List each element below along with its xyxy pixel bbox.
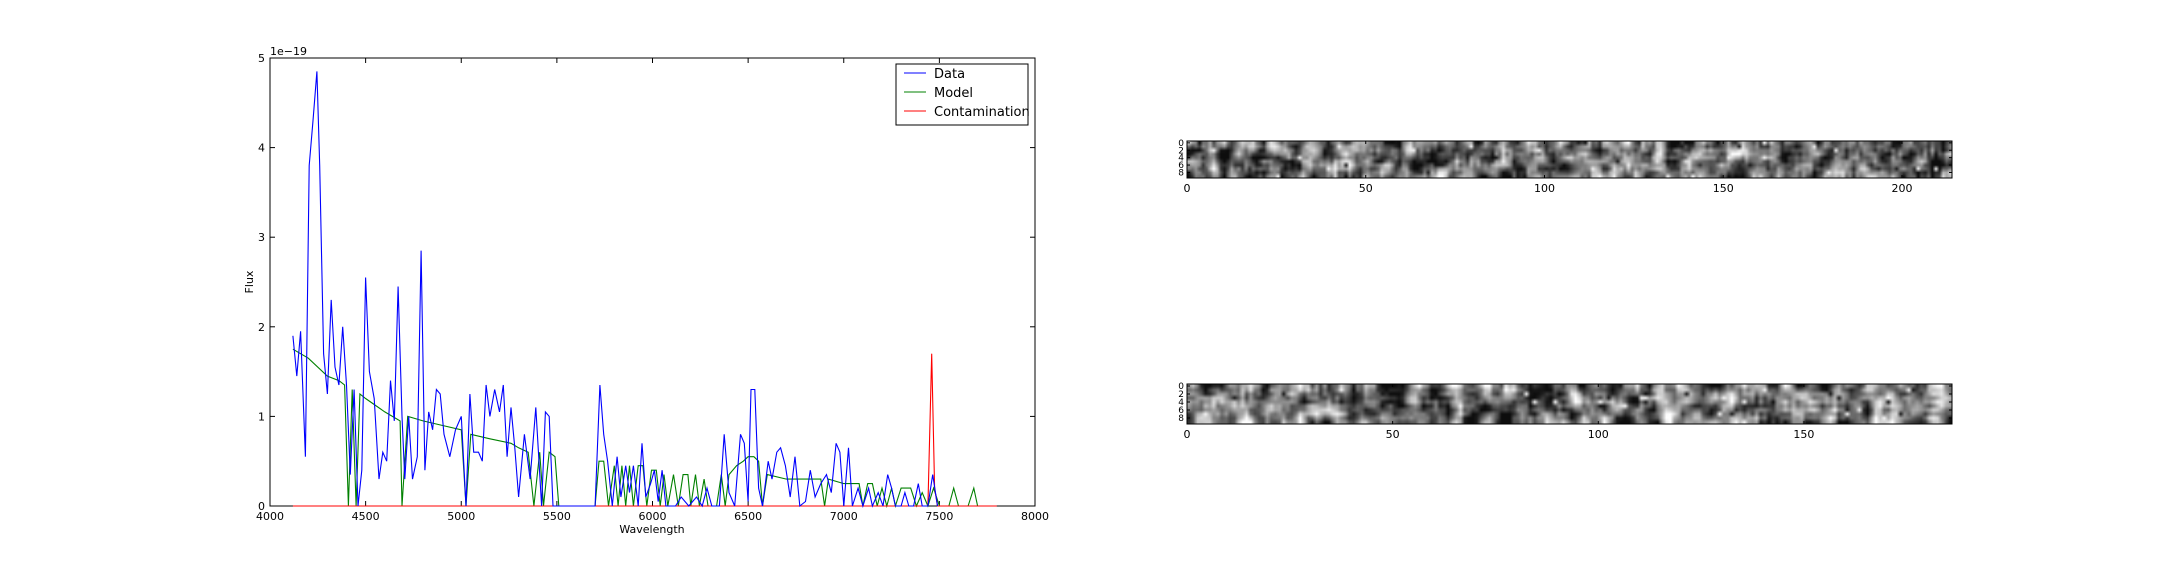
y-tick-label: 0: [258, 500, 265, 513]
y-tick-label: 8: [1178, 168, 1184, 178]
spectrum-image-1-frame: [1186, 140, 1953, 179]
y-tick-label: 4: [1178, 398, 1184, 408]
x-tick-label: 4000: [256, 510, 284, 523]
y-tick-label: 6: [1178, 406, 1184, 416]
x-tick-label: 5500: [543, 510, 571, 523]
x-tick-label: 50: [1386, 428, 1400, 441]
series-line-data: [292, 71, 939, 508]
x-tick-label: 150: [1713, 182, 1734, 195]
spectrum-image-2-frame: [1186, 383, 1953, 425]
legend-label-contamination: Contamination: [934, 105, 1030, 120]
spectrum-image-1-pixels: [1187, 141, 1952, 178]
x-tick-label: 7500: [925, 510, 953, 523]
x-tick-label: 0: [1184, 428, 1191, 441]
legend-box: [895, 63, 1029, 126]
x-tick-label: 100: [1534, 182, 1555, 195]
x-tick-label: 50: [1359, 182, 1373, 195]
x-tick-label: 6000: [639, 510, 667, 523]
x-axis-label: Wavelength: [619, 523, 684, 536]
x-tick-label: 150: [1793, 428, 1814, 441]
y-tick-label: 4: [258, 142, 265, 155]
x-tick-label: 5000: [447, 510, 475, 523]
y-tick-label: 1: [258, 410, 265, 423]
spectrum-axes-frame: [269, 57, 1036, 507]
y-tick-label: 2: [258, 321, 265, 334]
x-tick-label: 6500: [734, 510, 762, 523]
legend: Data Model Contamination: [895, 63, 1030, 126]
legend-label-model: Model: [934, 86, 973, 101]
x-tick-label: 8000: [1021, 510, 1049, 523]
y-axis-label: Flux: [243, 270, 256, 293]
y-tick-label: 6: [1178, 161, 1184, 171]
y-tick-label: 0: [1178, 382, 1184, 392]
y-tick-label: 2: [1178, 146, 1184, 156]
legend-label-data: Data: [934, 67, 965, 82]
x-tick-label: 100: [1588, 428, 1609, 441]
y-tick-label: 3: [258, 231, 265, 244]
y-tick-label: 8: [1178, 414, 1184, 424]
y-tick-label: 4: [1178, 154, 1184, 164]
x-tick-label: 200: [1891, 182, 1912, 195]
y-tick-label: 2: [1178, 390, 1184, 400]
spectrum-plot: 4000 4500 5000 5500 6000 6500 7000 7500 8000 0 1 2 3…: [243, 45, 1049, 536]
x-tick-label: 4500: [352, 510, 380, 523]
x-tick-label: 7000: [830, 510, 858, 523]
y-multiplier-label: 1e−19: [270, 45, 307, 58]
y-tick-label: 0: [1178, 139, 1184, 149]
spectrum-image-2-pixels: [1187, 384, 1952, 424]
y-tick-label: 5: [258, 52, 265, 65]
x-tick-label: 0: [1184, 182, 1191, 195]
